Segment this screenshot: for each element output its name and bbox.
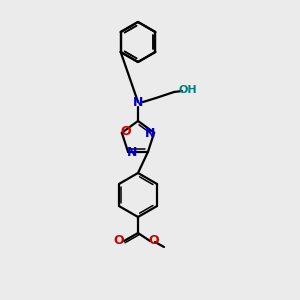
Text: N: N [127,146,137,159]
Text: N: N [145,127,155,140]
Text: O: O [121,125,131,138]
Text: N: N [133,95,143,109]
Text: OH: OH [179,85,197,95]
Text: O: O [149,235,159,248]
Text: O: O [114,235,124,248]
